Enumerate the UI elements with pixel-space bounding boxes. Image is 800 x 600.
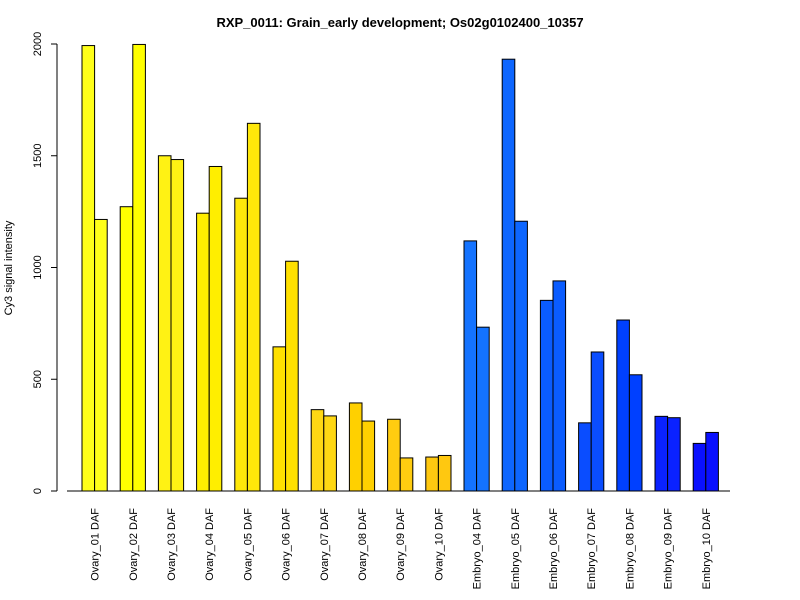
x-tick-label: Ovary_06 DAF [281, 508, 293, 581]
bar [590, 351, 605, 492]
bar [348, 402, 363, 492]
bar [285, 260, 299, 492]
x-tick-label: Ovary_09 DAF [395, 508, 407, 581]
x-tick-label: Embryo_05 DAF [510, 508, 522, 590]
bar [616, 319, 630, 492]
bar [310, 409, 325, 492]
bar [463, 240, 478, 492]
x-tick-label: Ovary_04 DAF [204, 508, 216, 581]
x-tick-label: Embryo_04 DAF [472, 508, 484, 590]
bar [425, 456, 439, 492]
bar [628, 374, 643, 492]
bar [94, 218, 108, 492]
bar [552, 280, 567, 492]
bar [361, 420, 376, 492]
y-tick-label: 1500 [32, 144, 44, 168]
bar [119, 206, 134, 492]
bar [476, 326, 490, 492]
y-tick-label: 2000 [32, 32, 44, 56]
bar [81, 45, 96, 492]
y-tick-label: 1000 [32, 255, 44, 279]
bar [437, 454, 452, 492]
bar [539, 299, 554, 492]
bar [132, 43, 146, 492]
bar [514, 220, 528, 492]
x-tick-label: Ovary_02 DAF [128, 508, 140, 581]
x-tick-label: Ovary_05 DAF [242, 508, 254, 581]
bar [399, 457, 414, 492]
x-tick-label: Embryo_07 DAF [586, 508, 598, 590]
bar [323, 415, 337, 492]
bar [272, 346, 287, 492]
bar [234, 197, 248, 492]
x-tick-label: Ovary_01 DAF [90, 508, 102, 581]
x-tick-label: Embryo_10 DAF [701, 508, 713, 590]
y-axis: 0 500 1000 1500 2000 [32, 32, 58, 494]
bar [208, 165, 223, 492]
x-tick-label: Embryo_08 DAF [624, 508, 636, 590]
bar [692, 442, 707, 492]
bar [246, 122, 261, 492]
x-tick-label: Embryo_06 DAF [548, 508, 560, 590]
x-tick-labels: Ovary_01 DAF Ovary_02 DAF Ovary_03 DAF Ovar… [90, 508, 713, 590]
x-tick-label: Embryo_09 DAF [663, 508, 675, 590]
bar [157, 155, 172, 492]
bars [81, 43, 719, 492]
bar [501, 58, 516, 492]
bar [578, 422, 592, 492]
x-tick-label: Ovary_10 DAF [433, 508, 445, 581]
bar [170, 159, 185, 492]
bar [387, 418, 401, 492]
chart-title: RXP_0011: Grain_early development; Os02g… [216, 15, 583, 30]
bar [654, 415, 669, 492]
x-tick-label: Ovary_08 DAF [357, 508, 369, 581]
x-tick-label: Ovary_07 DAF [319, 508, 331, 581]
bar [705, 431, 719, 492]
bar [667, 417, 681, 492]
bar [196, 212, 210, 492]
y-tick-label: 0 [32, 488, 44, 494]
x-tick-label: Ovary_03 DAF [166, 508, 178, 581]
y-axis-label: Cy3 signal intensity [3, 220, 15, 315]
y-tick-label: 500 [32, 370, 44, 388]
